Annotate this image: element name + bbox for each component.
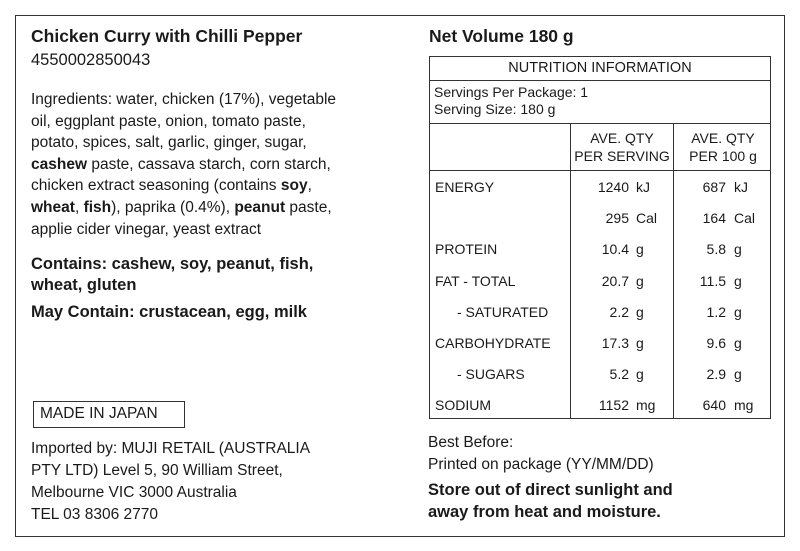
nutrient-label: - SATURATED xyxy=(457,303,549,320)
per-serving-unit: g xyxy=(636,366,644,383)
divider xyxy=(430,80,770,81)
per-serving-unit: g xyxy=(636,335,644,351)
allergen-text: cashew xyxy=(31,155,88,173)
per-100g-value: 9.6 xyxy=(706,335,726,351)
per-100g-value: 11.5 xyxy=(699,272,726,289)
may-contain: May Contain: crustacean, egg, milk xyxy=(31,303,307,321)
per-100g-value: 640 xyxy=(702,397,726,414)
per-serving-value: 10.4 xyxy=(601,241,629,258)
nutrition-table: NUTRITION INFORMATION Servings Per Packa… xyxy=(429,56,771,419)
per-serving-value: 295 xyxy=(605,210,629,227)
per-100g-unit: g xyxy=(734,272,742,289)
per-100g-value: 164 xyxy=(702,210,726,227)
storage-line: away from heat and moisture. xyxy=(428,503,661,521)
per-serving-value: 5.2 xyxy=(609,366,629,383)
per-100g-value: 687 xyxy=(702,179,726,195)
product-title: Chicken Curry with Chilli Pepper xyxy=(31,26,303,46)
per-serving-unit: kJ xyxy=(636,179,650,195)
nutrient-label: FAT - TOTAL xyxy=(435,272,516,289)
per-serving-value: 1152 xyxy=(598,397,629,414)
per-serving-value: 2.2 xyxy=(609,303,629,320)
best-before: Best Before: Printed on package (YY/MM/D… xyxy=(428,432,654,476)
per-serving-unit: g xyxy=(636,303,644,320)
ingredient-text: applie cider vinegar, yeast extract xyxy=(31,220,262,238)
per-serving-value: 20.7 xyxy=(601,272,629,289)
allergen-text: soy xyxy=(280,177,308,195)
ingredient-text: paste, cassava starch, corn starch, xyxy=(87,155,331,173)
per-100g-unit: Cal xyxy=(734,210,756,227)
allergen-text: fish xyxy=(83,198,112,216)
best-before-line: Best Before: xyxy=(428,434,514,451)
best-before-line: Printed on package (YY/MM/DD) xyxy=(428,456,654,473)
col-header-line: PER 100 g xyxy=(689,148,757,164)
col-header-per-serving: AVE. QTY PER SERVING xyxy=(571,129,673,165)
per-100g-unit: mg xyxy=(734,397,754,414)
ingredients-line: Ingredients: water, chicken (17%), veget… xyxy=(31,89,336,111)
ingredient-text: paste, xyxy=(285,198,332,216)
divider xyxy=(673,123,674,418)
per-serving-unit: g xyxy=(636,241,644,258)
contains-line: wheat, gluten xyxy=(31,276,137,294)
per-100g-unit: kJ xyxy=(734,179,748,195)
nutrient-label: ENERGY xyxy=(435,179,495,195)
ingredient-text: oil, eggplant paste, onion, tomato paste… xyxy=(31,112,306,130)
divider xyxy=(430,123,770,124)
per-serving-value: 17.3 xyxy=(601,335,629,351)
per-100g-value: 5.8 xyxy=(706,241,726,258)
ingredient-text: , xyxy=(307,177,312,195)
ingredients-line: chicken extract seasoning (contains soy, xyxy=(31,175,336,197)
storage-instructions: Store out of direct sunlight and away fr… xyxy=(428,479,673,523)
origin-box: MADE IN JAPAN xyxy=(33,401,185,428)
ingredients-line: applie cider vinegar, yeast extract xyxy=(31,219,336,241)
per-100g-value: 1.2 xyxy=(706,303,726,320)
col-header-line: PER SERVING xyxy=(574,148,670,164)
per-100g-unit: g xyxy=(734,303,742,320)
allergen-text: peanut xyxy=(234,198,286,216)
nutrient-label: SODIUM xyxy=(435,397,491,414)
per-serving-unit: g xyxy=(636,272,644,289)
net-volume: Net Volume 180 g xyxy=(429,26,574,46)
nutrient-label: PROTEIN xyxy=(435,241,498,258)
label-border xyxy=(15,15,785,537)
ingredient-text: ), paprika (0.4%), xyxy=(111,198,235,216)
ingredients-line: oil, eggplant paste, onion, tomato paste… xyxy=(31,111,336,133)
importer-line: Imported by: MUJI RETAIL (AUSTRALIA xyxy=(31,440,311,457)
serving-info: Servings Per Package: 1 Serving Size: 18… xyxy=(434,84,588,118)
col-header-per-100g: AVE. QTY PER 100 g xyxy=(674,129,772,165)
nutrient-label: - SUGARS xyxy=(457,366,525,383)
ingredient-text: Ingredients: water, chicken (17%), veget… xyxy=(31,91,337,108)
allergen-text: wheat xyxy=(31,198,75,216)
nutrition-heading: NUTRITION INFORMATION xyxy=(508,60,692,76)
ingredient-text: , xyxy=(74,198,84,216)
ingredients-line: cashew paste, cassava starch, corn starc… xyxy=(31,154,336,176)
ingredients: Ingredients: water, chicken (17%), veget… xyxy=(31,89,336,240)
ingredients-line: wheat, fish), paprika (0.4%), peanut pas… xyxy=(31,197,336,219)
importer-line: Melbourne VIC 3000 Australia xyxy=(31,484,237,501)
importer-info: Imported by: MUJI RETAIL (AUSTRALIA PTY … xyxy=(31,438,310,526)
per-serving-unit: mg xyxy=(636,397,656,414)
storage-line: Store out of direct sunlight and xyxy=(428,481,673,499)
ingredient-text: chicken extract seasoning (contains xyxy=(31,177,281,195)
divider xyxy=(570,123,571,418)
contains-line: Contains: cashew, soy, peanut, fish, xyxy=(31,255,314,273)
importer-line: PTY LTD) Level 5, 90 William Street, xyxy=(31,462,283,479)
col-header-line: AVE. QTY xyxy=(590,130,654,146)
importer-line: TEL 03 8306 2770 xyxy=(31,506,158,523)
per-100g-unit: g xyxy=(734,366,742,383)
servings-per-package: Servings Per Package: 1 xyxy=(434,84,589,100)
divider xyxy=(430,170,770,171)
per-serving-value: 1240 xyxy=(597,179,629,195)
contains-allergens: Contains: cashew, soy, peanut, fish, whe… xyxy=(31,254,313,296)
barcode-number: 4550002850043 xyxy=(31,51,151,69)
per-100g-unit: g xyxy=(734,241,742,258)
col-header-line: AVE. QTY xyxy=(691,130,755,146)
serving-size: Serving Size: 180 g xyxy=(434,101,556,117)
ingredients-line: potato, spices, salt, garlic, ginger, su… xyxy=(31,132,336,154)
ingredient-text: potato, spices, salt, garlic, ginger, su… xyxy=(31,134,307,152)
nutrient-label: CARBOHYDRATE xyxy=(435,335,551,351)
per-100g-value: 2.9 xyxy=(706,366,726,383)
per-serving-unit: Cal xyxy=(636,210,658,227)
per-100g-unit: g xyxy=(734,335,742,351)
